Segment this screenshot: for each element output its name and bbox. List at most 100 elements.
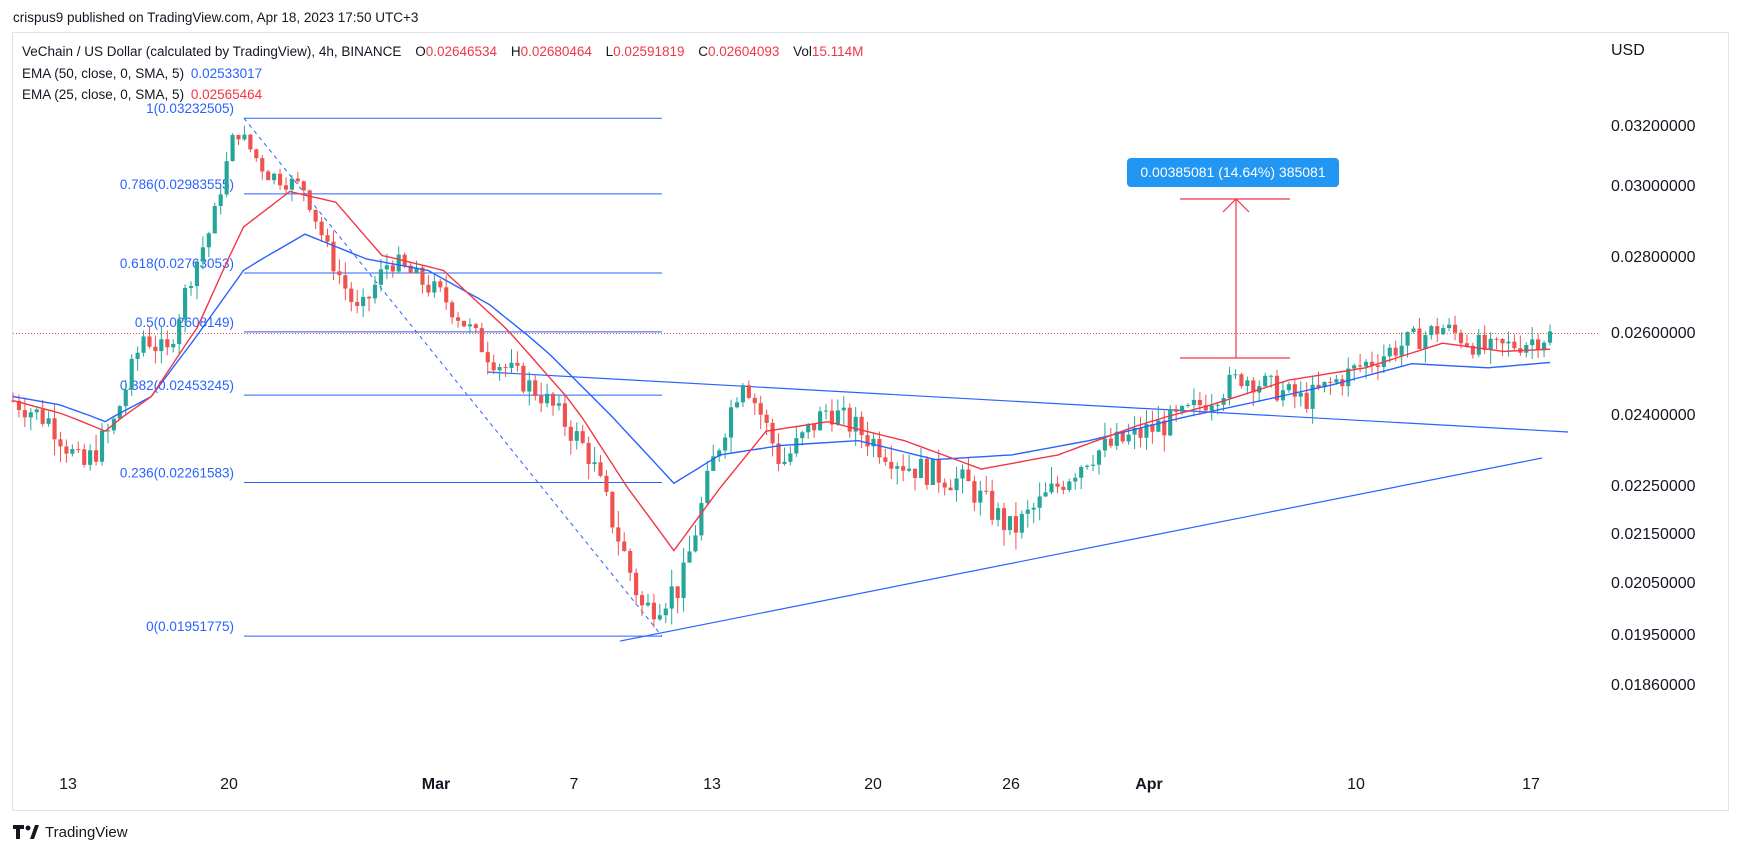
candle-body	[188, 286, 194, 288]
candle-body	[1126, 434, 1131, 442]
time-tick-label: 7	[569, 776, 579, 793]
candle-body	[141, 336, 146, 353]
candle-body	[586, 442, 591, 465]
candle-body	[521, 365, 526, 392]
candle-body	[1251, 380, 1256, 393]
candle-body	[260, 158, 265, 172]
candle-body	[533, 380, 538, 396]
fib-label-0.236: 0.236(0.02261583)	[120, 466, 234, 481]
candle-body	[865, 435, 870, 447]
candle-body	[319, 221, 324, 236]
candle-body	[990, 490, 995, 520]
low-label: L	[605, 44, 614, 59]
footer-brand[interactable]: TradingView	[13, 824, 128, 841]
candle-body	[105, 430, 111, 432]
candle-body	[1494, 338, 1499, 340]
candle-body	[153, 346, 158, 352]
candle-body	[230, 134, 235, 162]
candle-body	[224, 161, 229, 195]
price-tick-label: 0.02800000	[1611, 249, 1696, 266]
candle-body	[283, 185, 289, 190]
candle-body	[1369, 361, 1375, 366]
candle-body	[408, 265, 413, 274]
candle-body	[94, 450, 99, 462]
ema25-value: 0.02565464	[190, 87, 263, 102]
candle-body	[847, 407, 852, 432]
time-tick-label: 13	[703, 776, 721, 793]
time-tick-label: Apr	[1135, 776, 1163, 793]
candle-body	[1435, 326, 1440, 335]
candle-body	[1286, 384, 1291, 391]
candle-body	[1025, 509, 1030, 514]
low-value: 0.02591819	[613, 44, 685, 59]
candle-body	[758, 403, 763, 415]
candle-body	[1150, 424, 1155, 432]
candle-body	[675, 586, 680, 599]
candle-body	[1215, 404, 1220, 406]
candle-body	[580, 431, 585, 443]
volume-value: 15.114M	[811, 44, 864, 59]
time-tick-label: 26	[1002, 776, 1020, 793]
candle-body	[598, 462, 603, 476]
candle-body	[1144, 424, 1149, 438]
candle-body	[147, 336, 152, 347]
candle-body	[717, 450, 722, 457]
candle-body	[1203, 405, 1208, 411]
candle-body	[776, 443, 781, 464]
candle-body	[366, 296, 372, 299]
candle-body	[1174, 408, 1179, 412]
price-tick-label: 0.03000000	[1611, 178, 1696, 195]
candle-body	[40, 409, 45, 424]
candle-body	[794, 438, 799, 454]
symbol-title: VeChain / US Dollar (calculated by Tradi…	[22, 44, 402, 59]
candle-body	[1547, 331, 1553, 343]
candle-body	[28, 412, 33, 418]
candle-body	[1085, 465, 1090, 468]
candle-body	[1452, 324, 1458, 333]
ema50-legend[interactable]: EMA (50, close, 0, SMA, 5) 0.02533017	[22, 66, 262, 81]
candle-body	[396, 254, 401, 272]
candle-body	[473, 324, 478, 329]
candle-body	[402, 254, 407, 266]
candle-body	[1245, 380, 1250, 387]
candle-body	[966, 469, 971, 482]
candle-body	[1079, 467, 1084, 478]
candle-body	[1530, 339, 1535, 346]
ema50-value: 0.02533017	[190, 66, 263, 81]
candle-body	[1458, 332, 1464, 344]
chart-frame[interactable]	[12, 32, 1729, 811]
fib-label-0.382: 0.382(0.02453245)	[120, 378, 234, 393]
measure-arrowhead	[1222, 198, 1250, 213]
candle-body	[978, 490, 983, 503]
candle-body	[123, 389, 128, 407]
candle-body	[1429, 326, 1434, 336]
candle-body	[1292, 384, 1297, 397]
candle-body	[194, 261, 200, 287]
candle-body	[746, 385, 751, 398]
candle-body	[70, 449, 75, 454]
resistance-trendline	[486, 371, 1569, 433]
candle-body	[325, 235, 330, 242]
candle-body	[818, 411, 823, 431]
time-tick-label: Mar	[421, 776, 451, 793]
candle-body	[58, 439, 63, 447]
candle-body	[1322, 381, 1327, 388]
candle-body	[1512, 341, 1517, 349]
candle-body	[1346, 368, 1351, 387]
candle-body	[1447, 324, 1452, 329]
high-value: 0.02680464	[520, 44, 592, 59]
ema25-legend[interactable]: EMA (25, close, 0, SMA, 5) 0.02565464	[22, 87, 262, 102]
candle-body	[835, 410, 840, 425]
candle-body	[1061, 486, 1066, 491]
candle-body	[212, 206, 217, 234]
candle-body	[218, 194, 223, 207]
candle-body	[901, 466, 906, 471]
candle-body	[1102, 438, 1107, 451]
candle-body	[1476, 334, 1481, 355]
candle-body	[1073, 477, 1078, 482]
candle-body	[467, 324, 473, 327]
candle-body	[337, 271, 342, 276]
candle-body	[1096, 450, 1102, 465]
candle-body	[1120, 431, 1125, 442]
